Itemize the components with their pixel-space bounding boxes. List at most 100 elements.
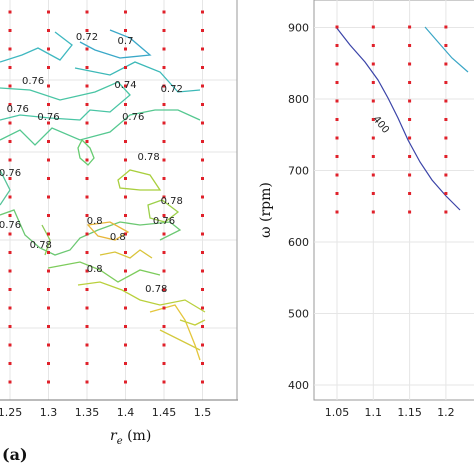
contour-line [159,329,201,351]
sample-point [371,136,375,140]
contour-line [77,281,206,313]
sample-point [444,136,448,140]
sample-point [124,362,127,365]
sample-point [408,25,412,29]
sample-point [47,158,50,162]
sample-point [201,214,204,217]
contour-line [147,199,180,223]
sample-point [124,343,127,347]
sample-point [85,343,89,347]
sample-point [335,173,339,177]
sample-point [8,380,12,384]
sample-point [8,47,12,51]
sample-point [8,140,12,143]
sample-point [201,269,204,273]
sample-point [444,210,448,214]
contour-line [335,26,461,211]
sample-point [47,66,50,69]
sample-point [124,380,127,384]
sample-point [162,325,166,328]
sample-point [85,10,89,14]
sample-point [47,306,50,310]
sample-point [85,47,89,51]
sample-point [162,140,166,143]
sample-point [8,195,12,199]
sample-point [8,121,12,125]
sample-point [201,29,204,32]
sample-point [85,380,89,384]
sample-point [162,288,166,291]
contour-line [179,319,206,326]
sample-point [444,155,448,158]
sample-point [162,84,166,88]
sample-point [162,29,166,32]
sample-point [371,173,375,177]
sample-point [124,121,127,125]
sample-point [162,121,166,125]
sample-point [201,66,204,69]
sample-point [162,10,166,14]
sample-point [85,84,89,88]
sample-point [162,158,166,162]
right-x-tick-label: 1.15 [397,406,422,419]
sample-point [47,288,50,291]
sample-point [335,81,339,84]
sample-point [444,118,448,121]
sample-point [124,158,127,162]
sample-point [85,251,89,254]
sample-point [335,155,339,158]
sample-point [444,192,448,195]
sample-point [201,251,204,254]
sample-point [85,362,89,365]
panel-label: (a) [2,445,28,464]
sample-point [85,121,89,125]
right-y-axis-label: ω (rpm) [258,182,274,238]
sample-point [444,173,448,177]
sample-point [408,44,412,47]
sample-point [201,232,204,236]
contour-label: 0.8 [87,216,103,227]
sample-point [408,155,412,158]
contour-line [74,61,201,93]
sample-point [371,118,375,121]
sample-point [201,10,204,14]
sample-point [8,214,12,217]
right-x-tick-labels: 1.051.11.151.21. [325,406,455,419]
sample-point [371,81,375,84]
sample-point [8,103,12,106]
contour-line [0,209,182,256]
contour-label: 0.76 [22,76,44,87]
contour-label: 0.8 [87,264,103,275]
sample-point [47,47,50,51]
sample-point [85,103,89,106]
left-contour-lines [0,29,206,361]
sample-point [85,66,89,69]
sample-point [47,84,50,88]
left-x-axis-label: re (m) [110,428,151,447]
sample-point [201,84,204,88]
sample-point [8,29,12,32]
contour-line [86,221,130,241]
sample-point [47,362,50,365]
right-y-tick-label: 400 [288,379,309,392]
sample-point [408,192,412,195]
contour-line [149,304,201,361]
left-x-tick-label: 1.25 [0,406,22,419]
contour-line [0,109,201,146]
sample-point [85,195,89,199]
sample-point [8,251,12,254]
left-x-tick-labels: 1.25 1.3 1.35 1.4 1.45 1.5 [0,406,211,419]
sample-point [371,99,375,103]
sample-point [8,158,12,162]
sample-point [47,325,50,328]
right-x-tick-label: 1.1 [365,406,383,419]
right-x-tick-label: 1.05 [325,406,350,419]
sample-point [124,84,127,88]
right-x-tick-label: 1.2 [437,406,455,419]
sample-point [335,192,339,195]
sample-point [201,177,204,180]
sample-point [124,103,127,106]
left-grid [0,0,237,400]
right-y-tick-label: 600 [288,236,309,249]
sample-point [8,232,12,236]
